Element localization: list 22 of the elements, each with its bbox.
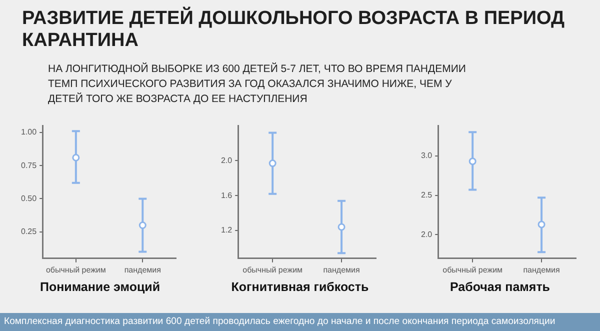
x-tick-label: обычный режим: [46, 265, 106, 274]
y-tick-label: 0.75: [20, 160, 38, 170]
x-tick-label: пандемия: [323, 265, 360, 274]
text: РАЗВИТИЕ ДЕТЕЙ ДОШКОЛЬНОГО ВОЗРАСТА В ПЕРИОД КАРАНТИНА: [22, 8, 566, 52]
y-tick-label: 2.5: [420, 190, 433, 200]
y-tick-label: 2.0: [420, 230, 433, 239]
x-tick-label: пандемия: [124, 265, 161, 274]
y-tick-label: 3.0: [420, 150, 433, 160]
x-tick-label: пандемия: [523, 265, 560, 274]
y-tick-label: 1.2: [220, 226, 233, 235]
y-tick-label: 0.25: [20, 227, 38, 236]
y-tick-label: 2.0: [220, 156, 233, 165]
text: НА ЛОНГИТЮДНОЙ ВЫБОРКЕ ИЗ 600 ДЕТЕЙ 5-7 ЛЕТ, ЧТО ВО ВРЕМЯ ПАНДЕМИИ ТЕМП ПСИХИЧЕСКОГО РАЗВИТИЯ ЗА ГОД ОКАЗАЛСЯ ЗНАЧИМО НИЖЕ, ЧЕМ У ДЕТЕЙ ТОГО ЖЕ ВОЗРАСТА ДО ЕЕ НАСТУПЛЕНИЯ: [48, 62, 467, 107]
y-tick-label: 1.6: [220, 190, 233, 200]
text: Комплексная диагностика развитии 600 детей проводилась ежегодно до начале и после окончания периода самоизоляции: [4, 315, 556, 329]
y-tick-label: 0.50: [20, 194, 38, 203]
x-axis-title: Понимание эмоций: [38, 280, 162, 294]
x-axis-title: Когнитивная гибкость: [230, 280, 370, 294]
x-tick-label: обычный режим: [242, 265, 303, 274]
x-axis-title: Рабочая память: [449, 280, 551, 294]
x-tick-label: обычный режим: [442, 265, 503, 274]
y-tick-label: 1.00: [20, 128, 38, 137]
